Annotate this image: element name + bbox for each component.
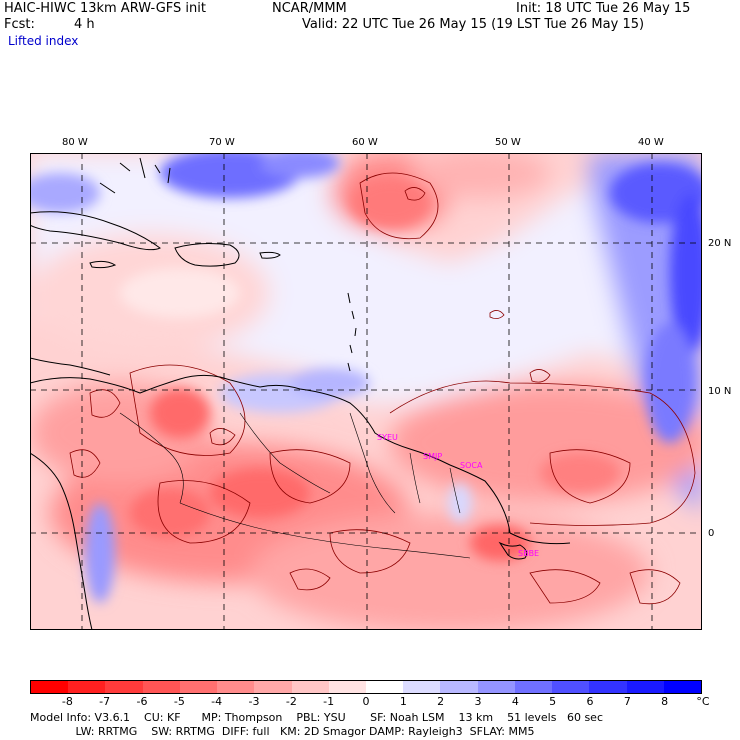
station-sbbe: SBBE: [518, 549, 539, 558]
colorbar-tick-label: -6: [136, 695, 148, 708]
colorbar-swatch: [403, 681, 441, 693]
colorbar-swatch: [626, 681, 664, 693]
colorbar-swatch: [217, 681, 255, 693]
colorbar-tick-label: 1: [399, 695, 407, 708]
lon-label-40w: 40 W: [638, 137, 664, 148]
colorbar-unit: °C: [696, 695, 710, 708]
model-info-line2: LW: RRTMG SW: RRTMG DIFF: full KM: 2D Sm…: [30, 725, 535, 738]
lon-label-70w: 70 W: [209, 137, 235, 148]
colorbar-swatch: [552, 681, 590, 693]
model-info: Model Info: V3.6.1 CU: KF MP: Thompson P…: [30, 711, 603, 739]
latlon-grid: [30, 153, 702, 630]
colorbar-tick-label: -7: [99, 695, 111, 708]
colorbar-tick-label: 0: [362, 695, 370, 708]
colorbar-tick-label: 8: [661, 695, 669, 708]
colorbar-swatch: [254, 681, 292, 693]
colorbar-swatch: [663, 681, 701, 693]
colorbar-swatch: [179, 681, 218, 693]
colorbar-swatch: [105, 681, 143, 693]
colorbar-tick-label: -2: [285, 695, 297, 708]
colorbar-swatch: [142, 681, 180, 693]
colorbar-swatch: [68, 681, 106, 693]
colorbar-tick-label: 2: [437, 695, 445, 708]
lon-label-50w: 50 W: [495, 137, 521, 148]
colorbar-tick-label: -1: [323, 695, 335, 708]
field-shading-broad: [30, 153, 702, 630]
model-title: HAIC-HIWC 13km ARW-GFS init: [4, 1, 206, 16]
colorbar-tick-label: -8: [61, 695, 73, 708]
colorbar-swatch: [31, 681, 69, 693]
lon-label-60w: 60 W: [352, 137, 378, 148]
fcst-label: Fcst:: [4, 17, 35, 32]
map-frame: [30, 153, 702, 630]
colorbar-swatch: [365, 681, 404, 693]
colorbar-tick-label: -5: [173, 695, 185, 708]
colorbar-swatch: [440, 681, 478, 693]
colorbar-tick-label: 3: [474, 695, 482, 708]
station-smjp: SMJP: [423, 452, 442, 461]
lat-label-20n: 20 N: [708, 238, 732, 249]
colorbar-tick-label: 6: [586, 695, 594, 708]
colorbar-tick-label: -3: [248, 695, 260, 708]
valid-time: Valid: 22 UTC Tue 26 May 15 (19 LST Tue …: [302, 17, 645, 32]
model-info-line1: Model Info: V3.6.1 CU: KF MP: Thompson P…: [30, 711, 603, 724]
station-syeu: SYEU: [377, 433, 398, 442]
colorbar-tick-label: -4: [211, 695, 223, 708]
lon-label-80w: 80 W: [62, 137, 88, 148]
init-time: Init: 18 UTC Tue 26 May 15: [516, 1, 691, 16]
colorbar-tick-label: 4: [511, 695, 519, 708]
fcst-value: 4 h: [74, 17, 95, 32]
field-shading-detail: [30, 153, 702, 603]
colorbar-tick-label: 5: [549, 695, 557, 708]
lifted-index-map[interactable]: SYEU SMJP SOCA SBBE: [30, 153, 702, 630]
colorbar-swatch: [514, 681, 553, 693]
colorbar-tick-label: 7: [623, 695, 631, 708]
org-label: NCAR/MMM: [272, 1, 347, 16]
lat-label-0: 0: [708, 528, 715, 539]
colorbar-swatch: [589, 681, 627, 693]
colorbar: [30, 680, 702, 694]
station-soca: SOCA: [460, 461, 483, 470]
lat-label-10n: 10 N: [708, 386, 732, 397]
colorbar-swatch: [477, 681, 515, 693]
colorbar-swatch: [328, 681, 366, 693]
station-labels: SYEU SMJP SOCA SBBE: [377, 433, 539, 558]
field-name: Lifted index: [8, 34, 79, 48]
colorbar-swatch: [291, 681, 329, 693]
